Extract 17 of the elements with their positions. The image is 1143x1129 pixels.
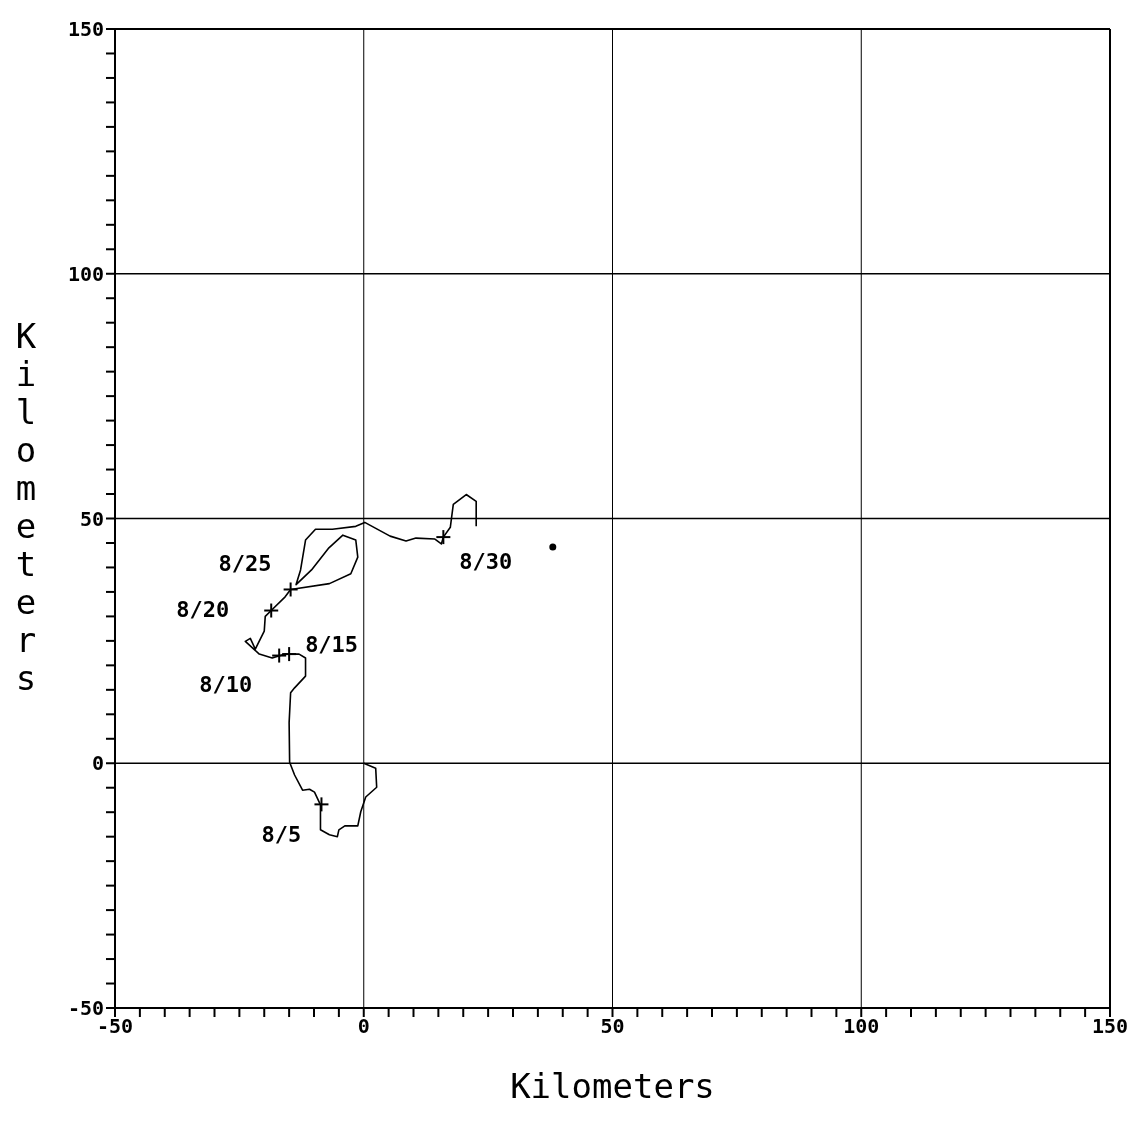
x-tick-label: 50 [600, 1014, 625, 1039]
y-tick-label: 0 [91, 751, 104, 776]
annotation: 8/25 [218, 551, 272, 577]
annotation: 8/20 [176, 596, 230, 622]
x-tick-label: 150 [1091, 1014, 1129, 1039]
y-tick-label: 150 [67, 17, 104, 42]
x-tick-label: 0 [357, 1014, 370, 1039]
annotation: 8/15 [305, 632, 359, 658]
annotation: 8/10 [199, 671, 253, 697]
x-axis-title: Kilometers [510, 1066, 715, 1106]
text: Kilometers [15, 315, 37, 698]
x-tick-label: 100 [843, 1014, 880, 1039]
y-tick-label: 100 [67, 261, 104, 286]
point [549, 543, 557, 551]
annotation: 8/30 [459, 549, 513, 575]
annotation: 8/5 [261, 822, 302, 848]
y-tick-label: 50 [79, 506, 104, 531]
